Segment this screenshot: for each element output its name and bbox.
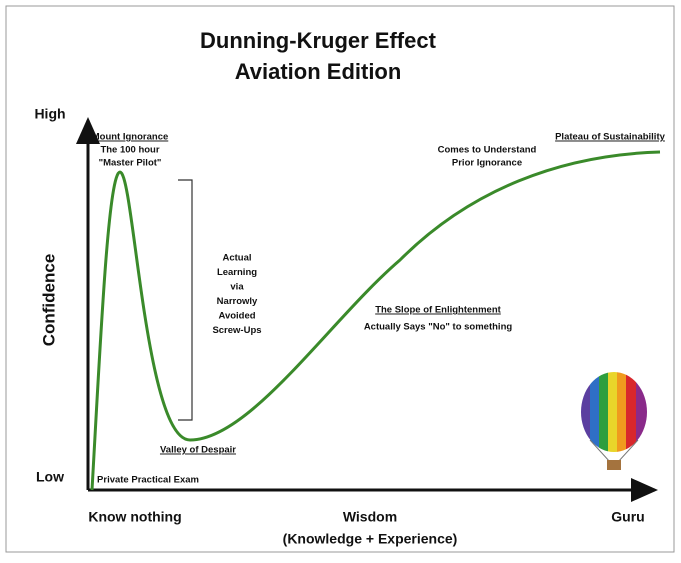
bracket — [178, 179, 193, 421]
annotation-text: Prior Ignorance — [452, 158, 522, 169]
curve — [90, 150, 661, 491]
x-end: Guru — [611, 509, 644, 525]
y-label: Confidence — [39, 254, 58, 347]
annotation-heading: Plateau of Sustainability — [555, 132, 666, 143]
annotation-text: "Master Pilot" — [99, 158, 162, 169]
x-label: Wisdom — [343, 509, 397, 525]
subtitle: Aviation Edition — [235, 59, 402, 84]
annotation-text: via — [230, 282, 244, 293]
balloon — [581, 372, 647, 470]
title: Dunning-Kruger Effect — [200, 28, 437, 53]
annotation-text: Screw-Ups — [212, 325, 261, 336]
annotation-heading: The Slope of Enlightenment — [375, 305, 501, 316]
y-high: High — [34, 106, 65, 122]
annotation-heading: Mount Ignorance — [92, 132, 169, 143]
frame — [5, 5, 675, 553]
annotation-text: Actually Says "No" to something — [364, 322, 513, 333]
annotation-text: Actual — [222, 253, 251, 264]
annotation-text: Private Practical Exam — [97, 475, 199, 486]
y-low: Low — [36, 469, 64, 485]
annotation-heading: Valley of Despair — [160, 445, 236, 456]
x-sublabel: (Knowledge + Experience) — [283, 531, 458, 547]
x-start: Know nothing — [88, 509, 181, 525]
annotation-text: Narrowly — [217, 296, 258, 307]
annotation-text: The 100 hour — [100, 145, 159, 156]
annotation-text: Avoided — [218, 311, 255, 322]
annotation-text: Comes to Understand — [438, 145, 537, 156]
annotation-text: Learning — [217, 267, 257, 278]
